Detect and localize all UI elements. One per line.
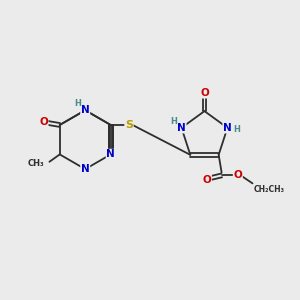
Text: O: O: [202, 175, 211, 185]
Text: CH₂CH₃: CH₂CH₃: [254, 185, 285, 194]
Text: N: N: [177, 123, 186, 133]
Text: N: N: [81, 164, 90, 174]
Text: N: N: [223, 123, 232, 133]
Text: O: O: [39, 117, 48, 127]
Text: H: H: [233, 125, 240, 134]
Text: CH₃: CH₃: [28, 159, 44, 168]
Text: O: O: [200, 88, 209, 98]
Text: N: N: [106, 149, 115, 159]
Text: N: N: [81, 105, 90, 115]
Text: S: S: [125, 120, 133, 130]
Text: H: H: [170, 117, 177, 126]
Text: H: H: [74, 99, 81, 108]
Text: O: O: [233, 170, 242, 180]
